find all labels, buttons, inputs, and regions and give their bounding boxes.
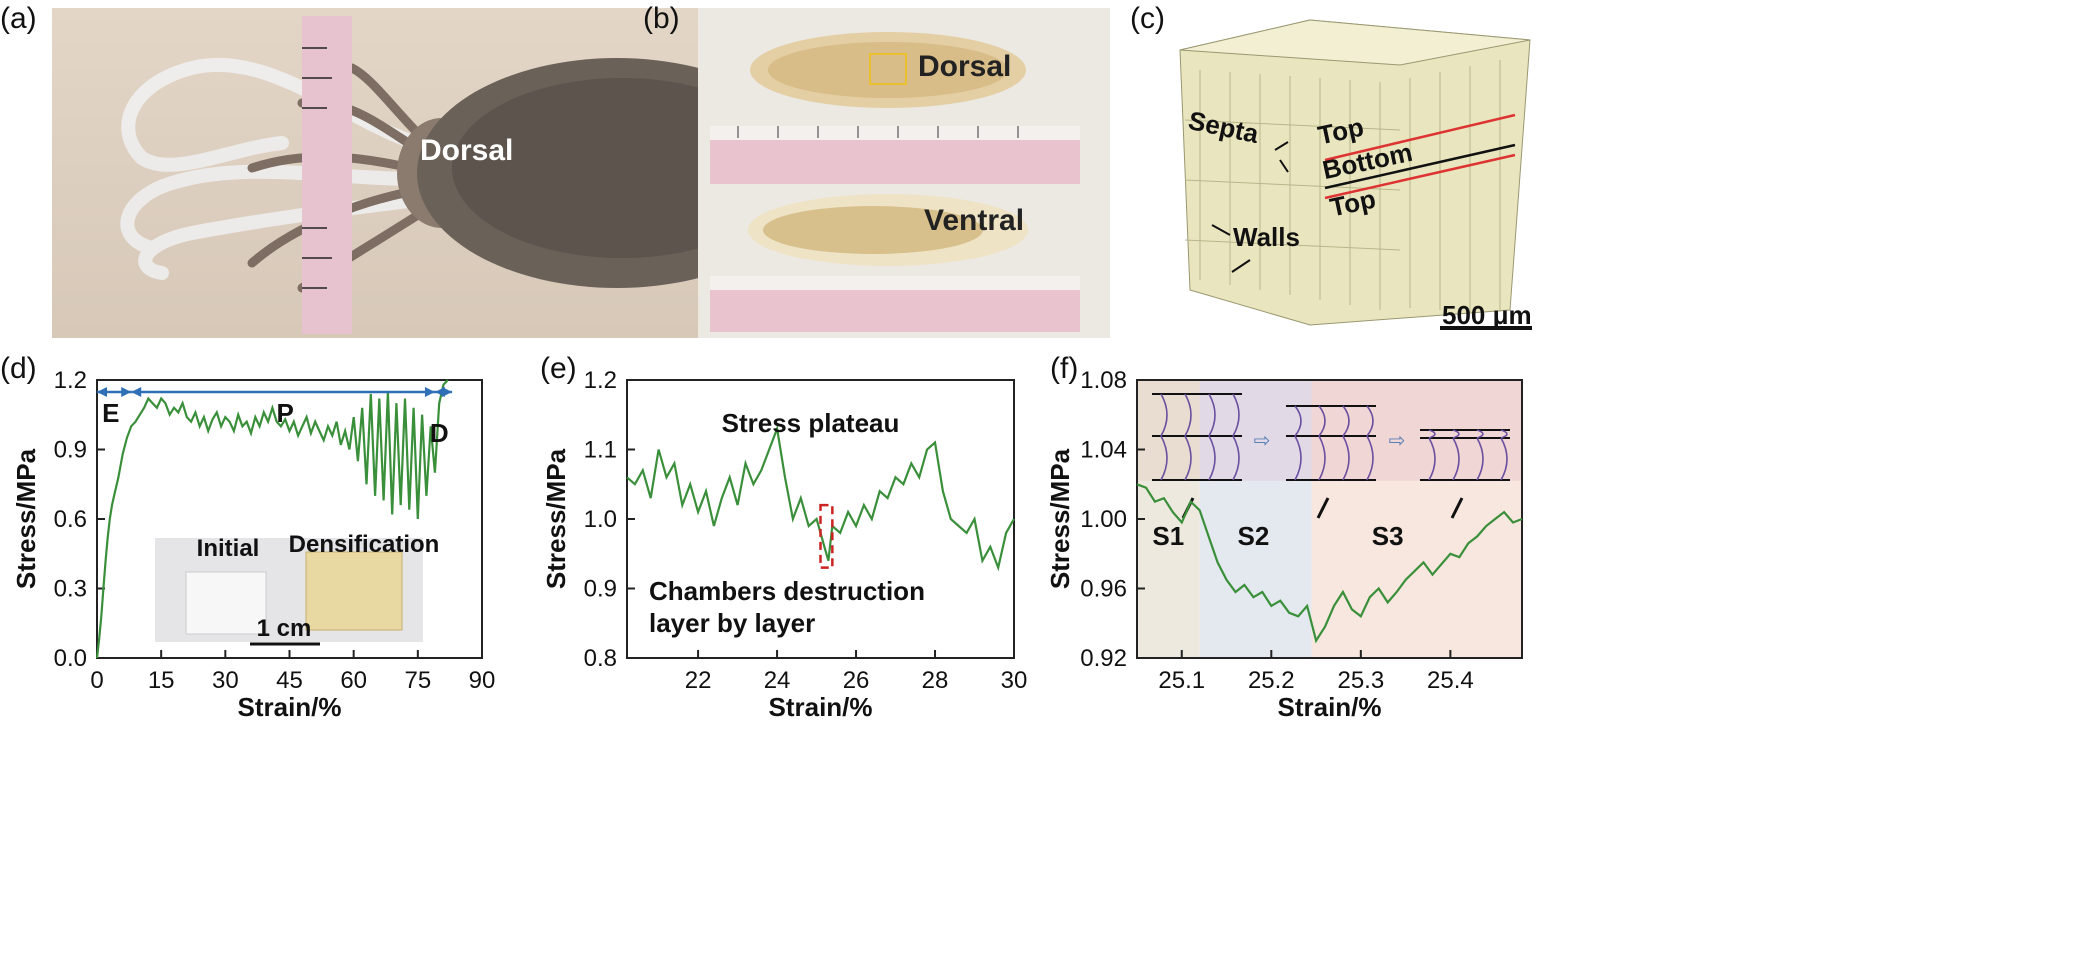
y-tick-label: 1.1	[584, 437, 617, 464]
inset-band-1	[1137, 380, 1200, 481]
stage-label: S3	[1372, 521, 1404, 551]
wall-line	[1232, 393, 1240, 481]
region-arrowhead	[442, 387, 453, 397]
stage-label: S1	[1152, 521, 1184, 551]
wall-line	[1500, 429, 1508, 481]
y-tick-label: 1.0	[584, 506, 617, 533]
panel-label-b: (b)	[643, 2, 680, 35]
y-tick-label: 0.9	[54, 437, 87, 464]
x-axis-label: Strain/%	[768, 692, 872, 722]
x-axis-label: Strain/%	[237, 692, 341, 722]
x-tick-label: 90	[469, 667, 496, 694]
panel-label-a: (a)	[0, 2, 37, 35]
y-tick-label: 0.0	[54, 645, 87, 672]
series-line	[1136, 483, 1523, 644]
y-tick-label: 0.92	[1080, 645, 1127, 672]
x-tick-label: 0	[90, 667, 103, 694]
transition-arrow: ⇨	[1389, 430, 1406, 452]
wall-line	[1208, 393, 1216, 481]
inset-densification-label: Densification	[289, 531, 440, 558]
y-axis-label: Stress/MPa	[11, 448, 41, 589]
region-label-d: D	[430, 418, 449, 448]
cuttlebone-illustration	[710, 32, 1080, 332]
wall-line	[1476, 429, 1484, 481]
dorsal-label-b: Dorsal	[918, 50, 1012, 83]
pointer-arrow	[1316, 497, 1330, 519]
x-axis-label: Strain/%	[1277, 692, 1381, 722]
inset-scale-label: 1 cm	[257, 615, 312, 642]
y-tick-label: 0.96	[1080, 576, 1127, 603]
series-line	[95, 379, 449, 659]
y-tick-label: 1.00	[1080, 506, 1127, 533]
stage-label: S2	[1237, 521, 1269, 551]
y-axis-label: Stress/MPa	[541, 448, 571, 589]
x-tick-label: 28	[922, 667, 949, 694]
chart-d: 0 15 30 45 60 75 90 0.0 0.3 0.6 0.9 1.2 Strain/% Stre…	[11, 367, 496, 722]
x-tick-label: 30	[212, 667, 239, 694]
chambers-label-line1: Chambers destruction	[649, 576, 925, 606]
pointer-arrow	[1450, 497, 1464, 519]
wall-line	[1366, 405, 1374, 481]
x-tick-label: 25.1	[1158, 667, 1205, 694]
wall-line	[1318, 405, 1326, 481]
y-tick-label: 1.2	[584, 367, 617, 394]
cuttlebone-photo	[698, 8, 1110, 338]
x-tick-label: 22	[685, 667, 712, 694]
wall-line	[1294, 405, 1302, 481]
micro-ct-cube	[1179, 19, 1532, 330]
y-tick-label: 0.6	[54, 506, 87, 533]
chart-f: ⇨ ⇨ 25.1 25.2 25.3 25.4 0.92 0.96 1.00 1.04 1.08 St…	[1045, 367, 1523, 722]
wall-line	[1428, 429, 1436, 481]
region-label-p: P	[277, 398, 294, 428]
x-tick-label: 24	[764, 667, 791, 694]
highlight-box	[819, 503, 834, 569]
wall-line	[1452, 429, 1460, 481]
x-tick-label: 75	[404, 667, 431, 694]
series-line	[626, 424, 1015, 572]
panel-label-f: (f)	[1050, 352, 1079, 385]
y-tick-label: 0.3	[54, 576, 87, 603]
inset-initial-label: Initial	[197, 535, 260, 562]
region-label-e: E	[102, 398, 119, 428]
y-tick-label: 1.08	[1080, 367, 1127, 394]
wall-line	[1160, 393, 1168, 481]
y-tick-label: 0.9	[584, 576, 617, 603]
chambers-label-line2: layer by layer	[649, 608, 815, 638]
x-tick-label: 60	[340, 667, 367, 694]
ventral-label-b: Ventral	[924, 204, 1025, 237]
x-tick-label: 26	[843, 667, 870, 694]
region-arrowhead	[424, 387, 435, 397]
y-tick-label: 0.8	[584, 645, 617, 672]
x-tick-label: 25.2	[1248, 667, 1295, 694]
region-arrowhead	[97, 387, 107, 397]
panel-label-c: (c)	[1130, 2, 1165, 35]
region-arrowhead	[131, 387, 142, 397]
stress-plateau-label: Stress plateau	[722, 408, 900, 438]
dorsal-label-a: Dorsal	[420, 134, 514, 167]
x-tick-label: 30	[1001, 667, 1028, 694]
region-arrowhead	[121, 387, 132, 397]
walls-label: Walls	[1233, 222, 1300, 252]
x-tick-label: 45	[276, 667, 303, 694]
y-tick-label: 1.2	[54, 367, 87, 394]
x-tick-label: 25.4	[1427, 667, 1474, 694]
transition-arrow: ⇨	[1254, 430, 1271, 452]
panel-label-e: (e)	[540, 352, 577, 385]
panel-label-d: (d)	[0, 352, 37, 385]
scale-bar-label-c: 500 μm	[1442, 300, 1532, 330]
inset-band-2	[1199, 380, 1312, 481]
y-axis-label: Stress/MPa	[1045, 448, 1075, 589]
y-tick-label: 1.04	[1080, 437, 1127, 464]
inset-densified-sample	[305, 551, 403, 631]
wall-line	[1184, 393, 1192, 481]
inset-initial-cube	[185, 571, 267, 635]
wall-line	[1342, 405, 1350, 481]
x-tick-label: 25.3	[1337, 667, 1384, 694]
chart-e: 22 24 26 28 30 0.8 0.9 1.0 1.1 1.2 Strain/% Stress/…	[541, 367, 1028, 722]
x-tick-label: 15	[148, 667, 175, 694]
